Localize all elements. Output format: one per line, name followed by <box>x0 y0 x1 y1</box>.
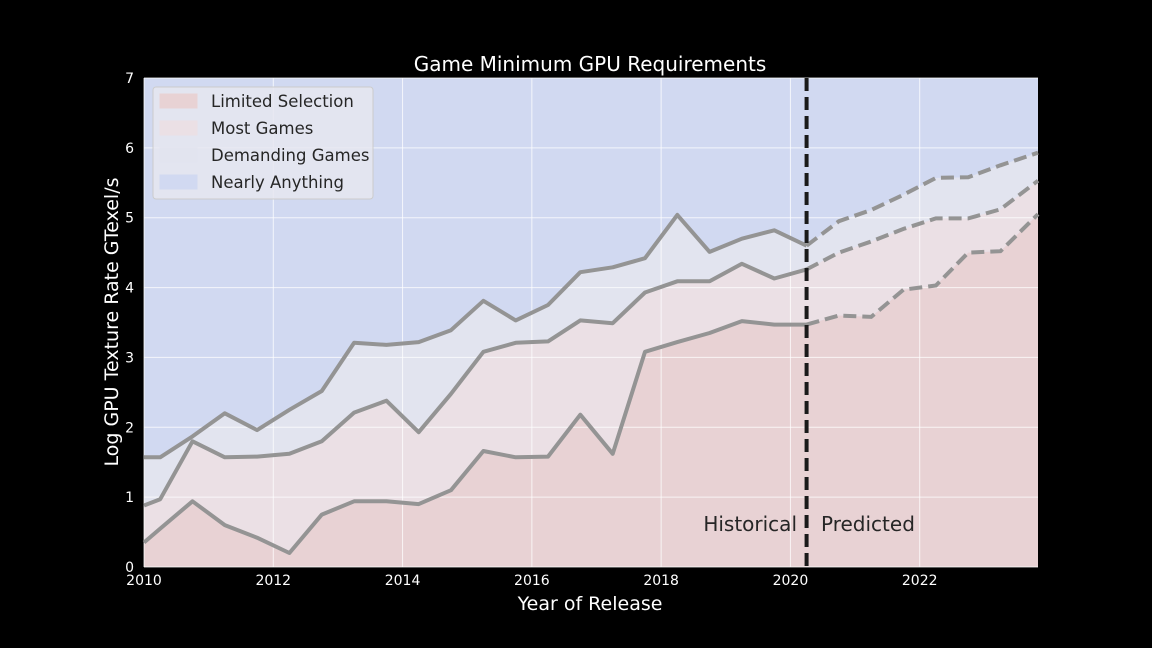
y-tick-label: 0 <box>125 560 134 576</box>
y-tick-label: 6 <box>125 141 134 157</box>
legend-swatch <box>159 174 198 190</box>
y-tick-label: 7 <box>125 71 134 87</box>
x-tick-label: 2010 <box>126 573 162 589</box>
region-most-games <box>144 180 1038 553</box>
x-tick-label: 2012 <box>255 573 291 589</box>
region-limited-selection <box>144 214 1038 567</box>
x-tick-label: 2022 <box>902 573 938 589</box>
series-line-historical <box>144 212 808 460</box>
legend-label: Nearly Anything <box>211 173 344 192</box>
series-line-predicted <box>805 179 1040 272</box>
x-tick-label: 2016 <box>514 573 550 589</box>
series-line-predicted <box>805 150 1039 248</box>
predicted-annotation: Predicted <box>821 512 915 536</box>
chart-title: Game Minimum GPU Requirements <box>414 52 767 76</box>
legend-swatch <box>159 93 198 109</box>
legend-label: Most Games <box>211 119 313 138</box>
legend-swatch <box>159 120 198 136</box>
y-tick-label: 2 <box>125 420 134 436</box>
y-axis-ticks: 0 1 2 3 4 5 6 7 <box>125 71 134 576</box>
x-tick-label: 2020 <box>773 573 809 589</box>
x-tick-label: 2018 <box>643 573 679 589</box>
legend-label: Demanding Games <box>211 146 369 165</box>
legend-box <box>152 86 374 200</box>
y-tick-label: 1 <box>125 490 134 506</box>
y-tick-label: 4 <box>125 281 134 297</box>
x-axis-label: Year of Release <box>517 593 663 615</box>
y-tick-label: 3 <box>125 350 134 366</box>
x-axis-ticks: 2010 2012 2014 2016 2018 2020 2022 <box>126 573 937 589</box>
legend: Limited Selection Most Games Demanding Gam… <box>152 86 374 200</box>
legend-swatch <box>159 147 198 163</box>
historical-annotation: Historical <box>703 512 797 536</box>
x-tick-label: 2014 <box>385 573 421 589</box>
y-tick-label: 5 <box>125 211 134 227</box>
legend-label: Limited Selection <box>211 92 354 111</box>
y-axis-label: Log GPU Texture Rate GTexel/s <box>101 177 123 466</box>
series-line-predicted <box>806 212 1040 327</box>
series-line-historical <box>142 319 807 555</box>
series-line-historical <box>143 261 808 508</box>
